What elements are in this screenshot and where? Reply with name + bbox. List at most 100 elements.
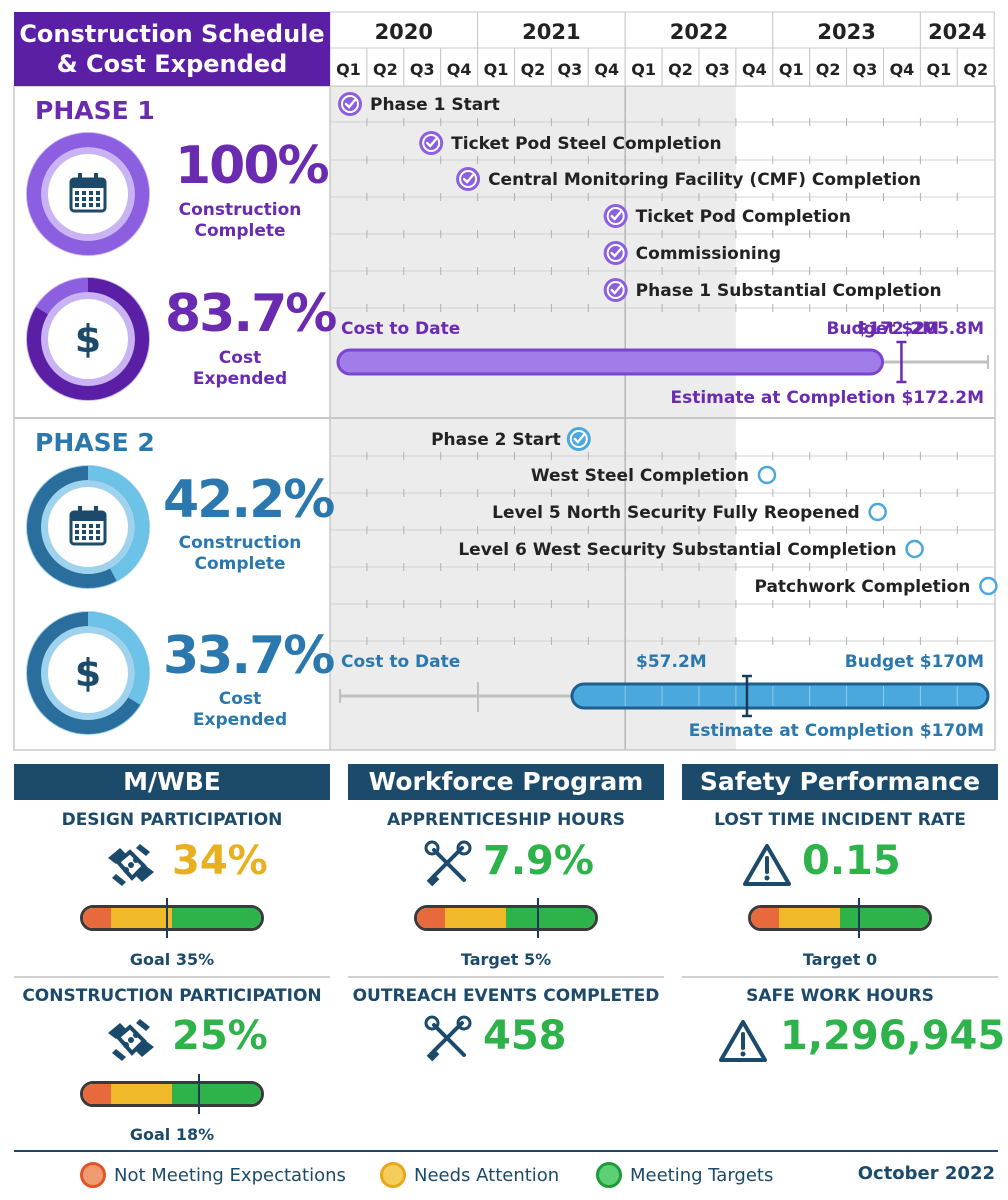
year-label-2023: 2023	[817, 20, 875, 44]
check-icon	[338, 92, 362, 116]
phase2-milestone-label: Level 5 North Security Fully Reopened	[492, 503, 860, 523]
check-icon	[566, 427, 591, 451]
phase1-cost-pct: 83.7%	[165, 284, 337, 344]
svg-text:$: $	[75, 651, 101, 695]
phase2-construction-label-2: Complete	[194, 554, 286, 574]
phase1-cost-label-1: Cost	[218, 348, 262, 368]
quarter-label: Q2	[963, 60, 988, 79]
check-icon	[603, 278, 628, 302]
quarter-cell	[477, 47, 516, 87]
phase1-cost-donut: $	[26, 277, 150, 401]
safety-panel-title: Safety Performance	[682, 764, 998, 800]
year-cell	[329, 11, 479, 49]
quarter-label: Q2	[521, 60, 546, 79]
schedule-chart: 2020 2021 2022 2023 2024 Q1 Q2 Q3 Q4 Q1 Q2 Q3 Q4 Q1 Q2…	[13, 11, 998, 751]
phase2-milestone-label: Level 6 West Security Substantial Comple…	[458, 540, 896, 560]
construction-participation-title: CONSTRUCTION PARTICIPATION	[22, 986, 322, 1006]
design-participation-value: 34%	[172, 838, 268, 884]
mwbe-separator	[14, 976, 330, 978]
phase1-construction-donut	[26, 132, 150, 256]
construction-participation-goal: Goal 18%	[129, 1125, 215, 1144]
pending-circle-icon	[868, 502, 887, 522]
phase1-cost-label-2: Expended	[192, 369, 288, 389]
quarter-label: Q4	[890, 60, 915, 79]
pending-circle-icon	[979, 576, 998, 596]
quarter-label: Q1	[779, 60, 804, 79]
year-label-2022: 2022	[670, 20, 728, 44]
phase2-title: PHASE 2	[35, 428, 155, 457]
apprenticeship-hours-gauge	[414, 905, 598, 931]
phase1-cost-bar	[336, 348, 885, 376]
header-title-line2: & Cost Expended	[56, 50, 288, 78]
quarter-label: Q3	[705, 60, 730, 79]
legend-needs-attention-label: Needs Attention	[414, 1164, 560, 1186]
phase2-construction-pct: 42.2%	[163, 470, 335, 530]
phase1-construction-label-1: Construction	[178, 200, 302, 220]
quarter-label: Q1	[484, 60, 509, 79]
quarter-label: Q1	[631, 60, 656, 79]
phase2-cost-to-date-label: Cost to Date	[341, 652, 460, 672]
safe-work-hours-title: SAFE WORK HOURS	[746, 986, 934, 1006]
legend-green-dot	[596, 1162, 622, 1188]
year-label-2024: 2024	[928, 20, 986, 44]
phase1-cost-label: Cost Expended	[170, 348, 310, 390]
quarter-cell	[403, 47, 442, 87]
quarter-cell	[440, 47, 479, 87]
check-icon	[456, 167, 481, 191]
quarter-cell	[956, 47, 995, 87]
phase1-cost-to-date-label: Cost to Date	[341, 319, 460, 339]
dollar-icon: $	[75, 317, 101, 361]
apprenticeship-hours-value: 7.9%	[483, 838, 594, 884]
phase2-cost-to-date-value: $57.2M	[636, 652, 707, 672]
phase2-estimate-label: Estimate at Completion $170M	[689, 721, 984, 741]
phase2-budget-bar	[570, 682, 990, 710]
phase2-milestone-label: Phase 2 Start	[431, 430, 561, 450]
legend-meeting: Meeting Targets	[596, 1160, 773, 1190]
year-cell	[477, 11, 626, 49]
phase1-milestone-label: Central Monitoring Facility (CMF) Comple…	[488, 170, 921, 190]
quarter-cell	[735, 47, 774, 87]
check-icon	[419, 131, 444, 155]
legend-yellow-dot	[380, 1162, 406, 1188]
legend-red-dot	[80, 1162, 106, 1188]
phase2-construction-label: Construction Complete	[170, 533, 310, 575]
header-title-line1: Construction Schedule	[19, 20, 325, 48]
year-cell	[772, 11, 921, 49]
outreach-events-value: 458	[483, 1013, 567, 1059]
warning-icon	[742, 842, 792, 888]
year-label-2020: 2020	[375, 20, 433, 44]
quarter-label: Q3	[853, 60, 878, 79]
phase1-title: PHASE 1	[35, 96, 155, 125]
lost-time-incident-value: 0.15	[802, 838, 901, 884]
phase2-construction-donut	[26, 465, 150, 589]
phase1-construction-label: Construction Complete	[170, 200, 310, 242]
lost-time-incident-gauge	[748, 905, 932, 931]
quarter-label: Q4	[742, 60, 767, 79]
quarter-cell	[329, 47, 368, 87]
safety-separator	[682, 976, 998, 978]
header-title: Construction Schedule & Cost Expended	[14, 12, 330, 86]
lost-time-incident-marker	[858, 898, 861, 938]
phase2-cost-label-1: Cost	[218, 689, 262, 709]
phase1-milestone-label: Commissioning	[636, 244, 781, 264]
calendar-icon	[69, 173, 107, 213]
construction-participation-gauge	[80, 1081, 264, 1107]
legend-needs-attention: Needs Attention	[380, 1160, 559, 1190]
tools-icon	[424, 1015, 472, 1063]
year-cell	[919, 11, 995, 49]
report-date: October 2022	[857, 1163, 995, 1184]
phase2-budget-label: Budget $170M	[845, 652, 984, 672]
phase1-milestone-label: Ticket Pod Steel Completion	[451, 134, 721, 154]
outreach-events-title: OUTREACH EVENTS COMPLETED	[352, 986, 660, 1006]
quarter-label: Q2	[373, 60, 398, 79]
legend-meeting-label: Meeting Targets	[630, 1164, 774, 1186]
phase1-budget-label: Budget $205.8M	[827, 319, 985, 339]
handshake-icon	[104, 840, 158, 890]
quarter-label: Q2	[668, 60, 693, 79]
workforce-separator	[348, 976, 664, 978]
check-icon	[603, 204, 628, 228]
quarter-label: Q1	[926, 60, 951, 79]
quarter-label: Q2	[816, 60, 841, 79]
quarter-cell	[366, 47, 405, 87]
quarter-cell	[514, 47, 552, 87]
